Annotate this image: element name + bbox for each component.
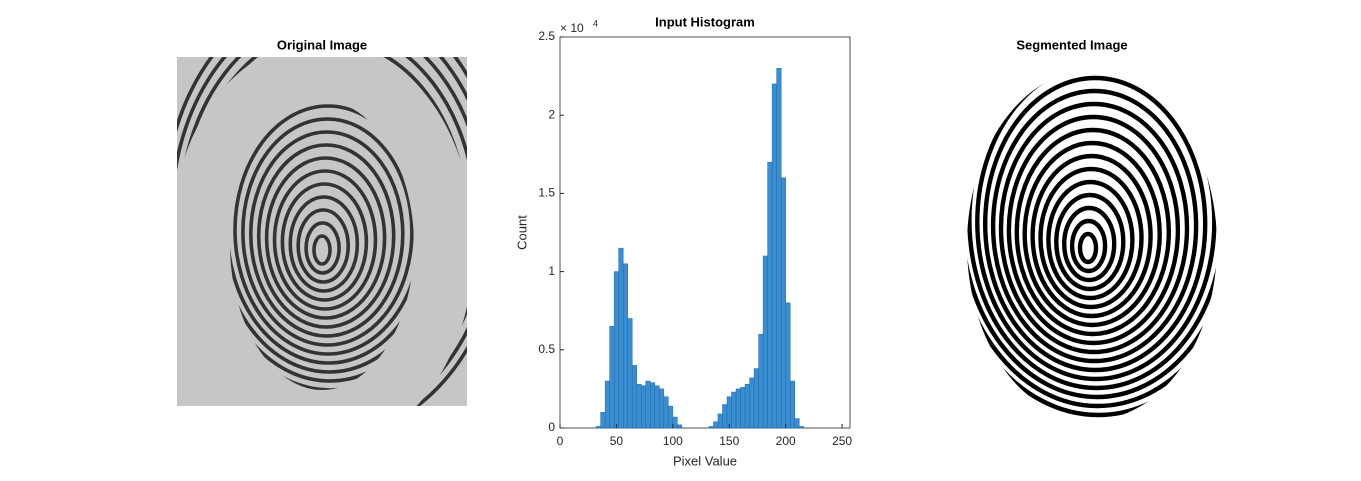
bar <box>668 405 674 429</box>
ridge <box>1030 153 1153 319</box>
bar <box>740 387 746 429</box>
image <box>967 70 1217 420</box>
bar <box>650 382 656 429</box>
bar <box>713 421 719 429</box>
bar <box>717 413 723 429</box>
chart-title: Input Histogram <box>655 14 755 29</box>
ridge <box>967 70 1217 400</box>
bar <box>744 383 750 429</box>
bar <box>731 391 737 429</box>
bar <box>640 385 647 429</box>
y-tick-label: 2 <box>548 107 555 121</box>
ridge <box>967 70 1217 418</box>
ridge <box>982 75 1208 373</box>
bar <box>609 326 615 429</box>
ridge <box>1038 166 1144 310</box>
bar <box>789 380 795 429</box>
y-tick-label: 0.5 <box>538 342 555 356</box>
bar <box>600 412 606 429</box>
bar <box>767 161 773 429</box>
ridge <box>967 70 1217 391</box>
ridge <box>264 156 387 320</box>
fingerprint-mask <box>177 57 467 406</box>
bar <box>659 388 665 429</box>
ridge <box>1022 140 1162 328</box>
axes-box <box>559 36 851 429</box>
ridge <box>248 130 405 338</box>
ridge <box>312 234 332 266</box>
bar <box>753 368 759 429</box>
bar <box>595 426 601 429</box>
x-tick-label: 50 <box>610 434 624 448</box>
image-title: Segmented Image <box>1016 37 1127 52</box>
bar <box>636 383 642 429</box>
ridge <box>1077 231 1099 265</box>
y-axis-label: Count <box>514 215 529 250</box>
bar <box>726 396 732 429</box>
x-tick-label: 0 <box>557 434 564 448</box>
bar <box>645 380 651 429</box>
x-tick-label: 150 <box>719 434 739 448</box>
ridge <box>998 101 1190 355</box>
ridge <box>1006 114 1181 346</box>
bar <box>654 385 660 429</box>
y-tick-label: 1 <box>548 264 555 278</box>
bar <box>708 426 714 429</box>
bar <box>749 377 755 429</box>
bar <box>785 302 791 429</box>
y-tick-label: 0 <box>548 420 555 434</box>
bar <box>762 255 768 429</box>
image-title: Original Image <box>277 37 367 52</box>
ridge <box>1014 127 1172 337</box>
ridge <box>280 182 369 302</box>
bar <box>771 83 777 429</box>
bar <box>677 424 683 429</box>
image <box>177 57 467 406</box>
ridge <box>288 195 360 293</box>
ridge <box>975 70 1217 382</box>
bar <box>663 396 669 429</box>
ridge <box>990 88 1199 364</box>
bar <box>794 418 800 429</box>
ridge <box>967 70 1217 409</box>
bar <box>622 263 628 429</box>
y-multiplier-base: × 10 <box>560 21 584 35</box>
ridge <box>1046 179 1135 301</box>
bar <box>672 416 678 429</box>
bar <box>631 365 637 429</box>
bar <box>780 177 786 429</box>
x-axis-label: Pixel Value <box>673 453 737 468</box>
y-tick-label: 2.5 <box>538 29 555 43</box>
y-tick-label: 1.5 <box>538 186 555 200</box>
bar <box>604 380 610 429</box>
ridge <box>296 208 351 284</box>
ridge <box>1061 205 1117 283</box>
y-multiplier-exponent: 4 <box>593 18 598 28</box>
x-tick-label: 200 <box>776 434 796 448</box>
bar <box>758 333 764 429</box>
ridge <box>1054 192 1126 292</box>
ridge <box>304 221 341 275</box>
ridge <box>1069 218 1108 274</box>
ridge <box>241 117 414 347</box>
bar <box>735 388 741 429</box>
bar <box>722 404 728 429</box>
ridge <box>272 169 378 311</box>
bar <box>798 426 804 429</box>
x-tick-label: 250 <box>832 434 852 448</box>
bar <box>776 68 782 429</box>
x-tick-label: 100 <box>663 434 683 448</box>
bar <box>627 318 633 429</box>
bar <box>613 271 619 429</box>
ridge <box>256 143 396 329</box>
bar <box>618 247 624 429</box>
